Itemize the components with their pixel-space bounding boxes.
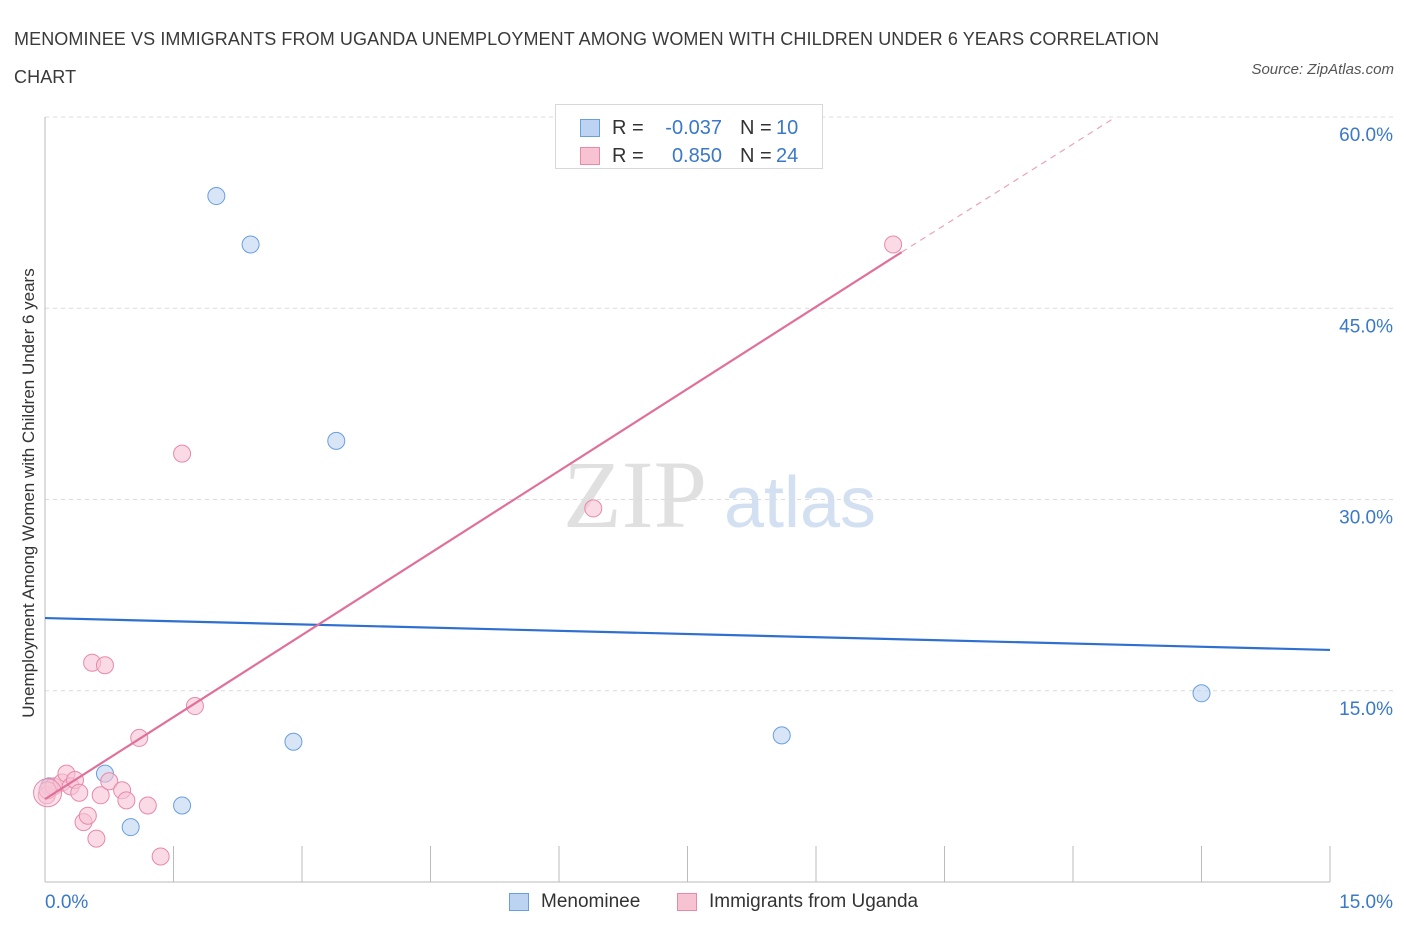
legend-row-menominee: R = -0.037 N = 10 <box>580 116 798 140</box>
stats-legend: R = -0.037 N = 10 R = 0.850 N = 24 <box>555 104 823 169</box>
uganda-point <box>117 791 136 810</box>
n-label: N = <box>740 116 772 139</box>
r-value: -0.037 <box>665 116 722 139</box>
x-tick-label-max: 15.0% <box>1339 892 1393 913</box>
menominee-trend-line <box>44 616 1331 652</box>
y-tick-label: 45.0% <box>1339 316 1393 337</box>
uganda-point <box>95 656 114 675</box>
source-label: Source: ZipAtlas.com <box>1251 61 1394 78</box>
uganda-point <box>70 783 89 802</box>
menominee-point <box>121 818 140 837</box>
menominee-legend-label: Menominee <box>541 891 641 912</box>
uganda-point <box>173 444 192 463</box>
y-tick-label: 15.0% <box>1339 699 1393 720</box>
uganda-trend-extension <box>901 116 1117 253</box>
legend-row-uganda: R = 0.850 N = 24 <box>580 144 798 168</box>
menominee-point <box>1192 684 1211 703</box>
menominee-swatch <box>580 119 600 137</box>
uganda-point <box>78 806 97 825</box>
menominee-point <box>241 235 260 254</box>
uganda-point <box>884 235 903 254</box>
menominee-point <box>173 796 192 815</box>
bottom-legend-menominee: Menominee <box>509 890 640 914</box>
uganda-legend-swatch <box>677 893 697 911</box>
menominee-point <box>207 187 226 206</box>
uganda-swatch <box>580 147 600 165</box>
uganda-point <box>584 499 603 518</box>
uganda-point <box>33 778 63 808</box>
uganda-point <box>138 796 157 815</box>
watermark-zip: ZIP <box>563 441 707 548</box>
uganda-legend-label: Immigrants from Uganda <box>709 891 919 912</box>
n-value: 10 <box>776 116 799 139</box>
n-label: N = <box>740 144 772 167</box>
x-tick-label-min: 0.0% <box>45 892 88 913</box>
uganda-point <box>151 847 170 866</box>
uganda-point <box>87 829 106 848</box>
y-tick-label: 30.0% <box>1339 508 1393 529</box>
watermark-atlas: atlas <box>724 463 876 543</box>
uganda-point <box>91 786 110 805</box>
uganda-point <box>100 772 119 791</box>
menominee-legend-swatch <box>509 893 529 911</box>
menominee-point <box>772 726 791 745</box>
bottom-legend-uganda: Immigrants from Uganda <box>677 890 918 914</box>
chart-title: MENOMINEE VS IMMIGRANTS FROM UGANDA UNEM… <box>14 29 1160 87</box>
menominee-point <box>327 431 346 450</box>
y-tick-label: 60.0% <box>1339 125 1393 146</box>
r-value: 0.850 <box>671 144 722 167</box>
r-label: R = <box>612 144 644 167</box>
r-label: R = <box>612 116 644 139</box>
n-value: 24 <box>776 144 799 167</box>
uganda-trend-line <box>44 251 903 801</box>
menominee-point <box>284 732 303 751</box>
